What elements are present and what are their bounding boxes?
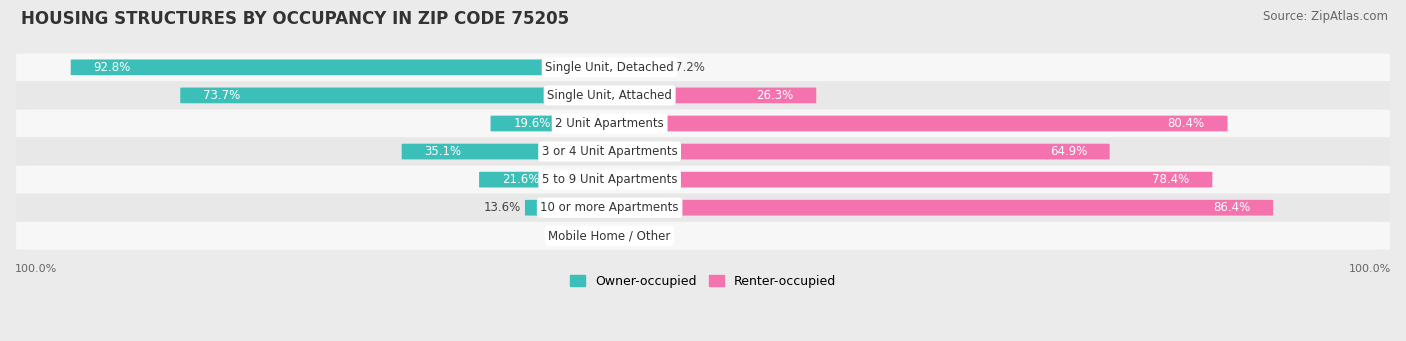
Text: 92.8%: 92.8% — [93, 61, 131, 74]
Text: HOUSING STRUCTURES BY OCCUPANCY IN ZIP CODE 75205: HOUSING STRUCTURES BY OCCUPANCY IN ZIP C… — [21, 10, 569, 28]
Text: 0.0%: 0.0% — [620, 229, 650, 242]
Text: 10 or more Apartments: 10 or more Apartments — [540, 201, 679, 214]
Text: 78.4%: 78.4% — [1153, 173, 1189, 186]
FancyBboxPatch shape — [479, 172, 616, 188]
FancyBboxPatch shape — [603, 59, 671, 75]
Text: 86.4%: 86.4% — [1213, 201, 1250, 214]
FancyBboxPatch shape — [15, 109, 1391, 137]
Text: 73.7%: 73.7% — [202, 89, 240, 102]
FancyBboxPatch shape — [15, 194, 1391, 222]
Text: 7.2%: 7.2% — [675, 61, 704, 74]
FancyBboxPatch shape — [491, 116, 616, 131]
Text: Mobile Home / Other: Mobile Home / Other — [548, 229, 671, 242]
FancyBboxPatch shape — [524, 200, 616, 216]
FancyBboxPatch shape — [603, 200, 1274, 216]
Text: 21.6%: 21.6% — [502, 173, 538, 186]
Text: 19.6%: 19.6% — [513, 117, 551, 130]
Text: 26.3%: 26.3% — [756, 89, 793, 102]
FancyBboxPatch shape — [15, 222, 1391, 250]
Text: 80.4%: 80.4% — [1168, 117, 1205, 130]
Text: Single Unit, Detached: Single Unit, Detached — [546, 61, 673, 74]
FancyBboxPatch shape — [603, 172, 1212, 188]
FancyBboxPatch shape — [603, 144, 1109, 160]
Legend: Owner-occupied, Renter-occupied: Owner-occupied, Renter-occupied — [565, 270, 841, 293]
FancyBboxPatch shape — [603, 116, 1227, 131]
Text: 35.1%: 35.1% — [425, 145, 461, 158]
FancyBboxPatch shape — [15, 53, 1391, 81]
Text: 0.0%: 0.0% — [569, 229, 599, 242]
Text: 5 to 9 Unit Apartments: 5 to 9 Unit Apartments — [541, 173, 678, 186]
FancyBboxPatch shape — [402, 144, 616, 160]
Text: 13.6%: 13.6% — [484, 201, 522, 214]
Text: 3 or 4 Unit Apartments: 3 or 4 Unit Apartments — [541, 145, 678, 158]
FancyBboxPatch shape — [15, 166, 1391, 194]
Text: 2 Unit Apartments: 2 Unit Apartments — [555, 117, 664, 130]
Text: Single Unit, Attached: Single Unit, Attached — [547, 89, 672, 102]
Text: 64.9%: 64.9% — [1050, 145, 1087, 158]
FancyBboxPatch shape — [180, 88, 616, 103]
FancyBboxPatch shape — [70, 59, 616, 75]
Text: Source: ZipAtlas.com: Source: ZipAtlas.com — [1263, 10, 1388, 23]
FancyBboxPatch shape — [15, 137, 1391, 166]
FancyBboxPatch shape — [603, 88, 817, 103]
FancyBboxPatch shape — [15, 81, 1391, 109]
